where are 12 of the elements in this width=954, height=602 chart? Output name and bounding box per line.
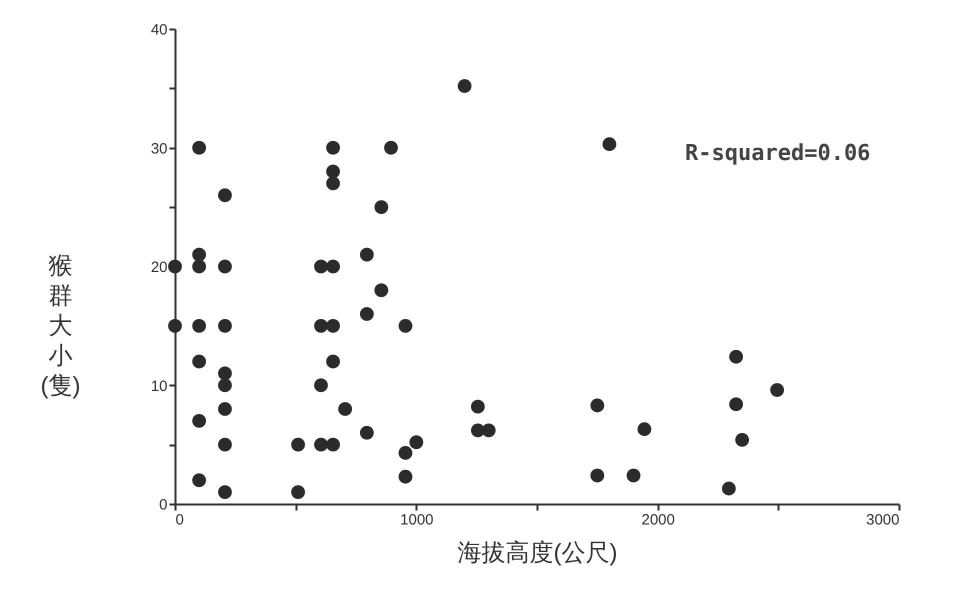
y-tick-label: 40 [150, 22, 168, 38]
y-tick-label: 30 [150, 140, 168, 158]
y-tick-label: 0 [159, 496, 168, 514]
annotation: R-squared=0.06 [685, 141, 870, 166]
x-tick-label: 0 [176, 512, 184, 528]
x-tick-label: 2000 [641, 512, 675, 528]
x-tick-label: 1000 [400, 512, 434, 528]
x-axis-title: 海拔高度(公尺) [458, 540, 618, 566]
y-tick-label: 10 [150, 378, 168, 395]
y-tick-label: 20 [150, 259, 168, 276]
y-axis-title: 猴群大小(隻) [40, 252, 80, 400]
x-tick-label: 3000 [866, 512, 900, 528]
